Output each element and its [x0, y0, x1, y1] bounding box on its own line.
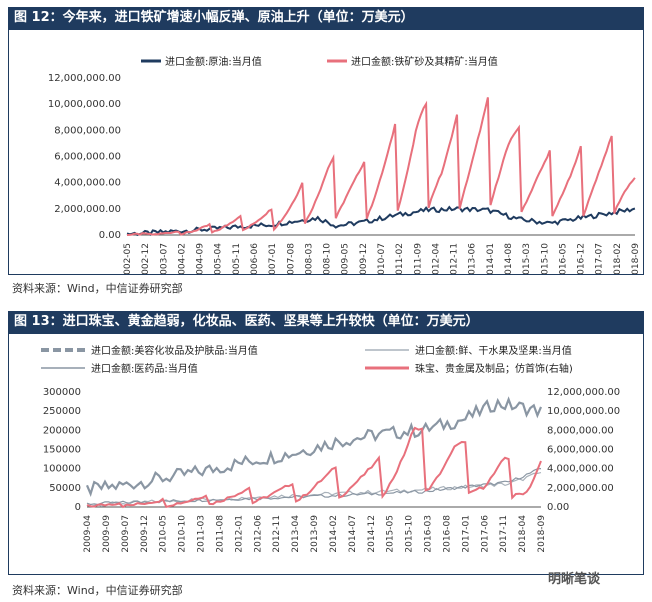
x-tick-label-13: 2009-12 [359, 243, 369, 274]
x-tick-label-18: 2016-03 [424, 515, 434, 553]
x-tick-label-20: 2014-01 [486, 243, 496, 274]
y-right-tick-label-3: 6,000,000.00 [547, 445, 614, 456]
y-tick-label-0: 12,000,000.00 [48, 73, 121, 84]
x-tick-label-10: 2008-03 [304, 243, 314, 274]
y-tick-label-3: 6,000,000.00 [54, 152, 121, 163]
x-tick-label-25: 2016-12 [577, 243, 587, 274]
x-tick-label-6: 2011-03 [197, 515, 207, 553]
y-tick-label-2: 8,000,000.00 [54, 125, 121, 136]
x-tick-label-22: 2017-11 [499, 515, 509, 553]
figure-13-title: 图 13：进口珠宝、黄金趋弱，化妆品、医药、坚果等上升较快（单位：万美元） [8, 311, 644, 333]
x-tick-label-21: 2017-06 [480, 515, 490, 553]
y-right-tick-label-6: 0.00 [547, 502, 569, 513]
x-tick-label-0: 2009-04 [83, 515, 93, 553]
x-tick-label-23: 2018-04 [518, 515, 528, 553]
series-crude-oil [126, 205, 636, 237]
x-tick-label-24: 2018-09 [537, 515, 547, 553]
y-left-tick-label-3: 150000 [43, 445, 81, 456]
y-left-tick-label-1: 250000 [43, 406, 81, 417]
figure-12-title: 图 12：今年来，进口铁矿增速小幅反弹、原油上升（单位：万美元） [8, 7, 644, 29]
x-tick-label-19: 2013-06 [468, 243, 478, 274]
x-tick-label-27: 2018-02 [613, 243, 623, 274]
x-tick-label-3: 2009-12 [140, 515, 150, 553]
x-tick-label-5: 2010-10 [178, 515, 188, 553]
x-tick-label-22: 2015-03 [522, 243, 532, 274]
x-tick-label-0: 2002-05 [123, 243, 133, 274]
x-tick-label-20: 2017-01 [461, 515, 471, 553]
series-fruit-nuts [86, 472, 542, 507]
legend-label-1: 进口金额:铁矿砂及其精矿:当月值 [351, 55, 498, 68]
chart-13: 进口金额:美容化妆品及护肤品:当月值 进口金额:鲜、干水果及坚果:当月值进口金额:… [41, 344, 620, 553]
x-tick-label-14: 2010-07 [377, 243, 387, 274]
y-right-tick-label-0: 12,000,000.00 [547, 387, 620, 398]
x-tick-label-7: 2006-06 [250, 243, 260, 274]
legend-label-2: 进口金额:医药品:当月值 [91, 362, 198, 375]
legend-label-3: 珠宝、贵金属及制品；仿首饰(右轴) [415, 362, 573, 375]
figure-13-frame: 进口金额:美容化妆品及护肤品:当月值 进口金额:鲜、干水果及坚果:当月值进口金额:… [8, 333, 644, 575]
x-tick-label-11: 2008-10 [323, 243, 333, 274]
figure-12-frame: 进口金额:原油:当月值 进口金额:铁矿砂及其精矿:当月值 12,000,000.00… [8, 29, 644, 281]
x-tick-label-14: 2014-07 [348, 515, 358, 553]
x-tick-label-17: 2012-04 [431, 243, 441, 274]
y-left-tick-label-6: 0 [75, 502, 81, 513]
y-left-tick-label-5: 50000 [49, 483, 81, 494]
x-tick-label-6: 2005-11 [232, 243, 242, 274]
y-right-tick-label-1: 10,000,000.00 [547, 406, 620, 417]
chart-12: 进口金额:原油:当月值 进口金额:铁矿砂及其精矿:当月值 12,000,000.00… [48, 55, 641, 281]
x-tick-label-2: 2009-07 [121, 515, 131, 553]
x-tick-label-21: 2014-08 [504, 243, 514, 274]
x-tick-label-15: 2014-12 [367, 515, 377, 553]
x-tick-label-5: 2005-04 [214, 243, 224, 274]
figure-12-source: 资料来源：Wind，中信证券研究部 [12, 282, 183, 295]
x-tick-label-11: 2013-04 [291, 515, 301, 553]
x-tick-label-8: 2007-01 [268, 243, 278, 274]
y-left-tick-label-0: 300000 [43, 387, 81, 398]
x-tick-label-23: 2015-10 [540, 243, 550, 274]
x-tick-label-1: 2009-09 [102, 515, 112, 553]
x-tick-label-10: 2012-11 [272, 515, 282, 553]
x-tick-label-8: 2012-01 [234, 515, 244, 553]
x-tick-label-16: 2015-05 [386, 515, 396, 553]
y-tick-label-6: 0.00 [99, 230, 121, 241]
x-tick-label-4: 2004-09 [196, 243, 206, 274]
legend-label-0: 进口金额:美容化妆品及护肤品:当月值 [91, 344, 258, 357]
x-tick-label-26: 2017-07 [595, 243, 605, 274]
x-tick-label-9: 2012-06 [253, 515, 263, 553]
series-jewelry [86, 426, 542, 509]
x-tick-label-12: 2009-05 [341, 243, 351, 274]
y-tick-label-5: 2,000,000.00 [54, 204, 121, 215]
y-tick-label-1: 10,000,000.00 [48, 99, 121, 110]
x-tick-label-3: 2004-02 [177, 243, 187, 274]
watermark: 明晰笔谈 [548, 572, 601, 587]
x-tick-label-17: 2015-10 [405, 515, 415, 553]
x-tick-label-2: 2003-07 [159, 243, 169, 274]
x-tick-label-9: 2007-08 [286, 243, 296, 274]
y-right-tick-label-4: 4,000,000.00 [547, 464, 614, 475]
x-tick-label-13: 2014-02 [329, 515, 339, 553]
x-tick-label-4: 2010-05 [159, 515, 169, 553]
y-left-tick-label-4: 100000 [43, 464, 81, 475]
x-tick-label-16: 2011-09 [413, 243, 423, 274]
legend-label-1: 进口金额:鲜、干水果及坚果:当月值 [415, 344, 572, 357]
x-tick-label-28: 2018-09 [631, 243, 641, 274]
series-iron-ore [126, 97, 636, 236]
series-cosmetics [85, 396, 543, 498]
legend-label-0: 进口金额:原油:当月值 [165, 55, 262, 68]
x-tick-label-18: 2012-11 [450, 243, 460, 274]
y-right-tick-label-2: 8,000,000.00 [547, 425, 614, 436]
figure-13-source: 资料来源：Wind，中信证券研究部 [12, 584, 183, 597]
x-tick-label-7: 2011-08 [215, 515, 225, 553]
y-left-tick-label-2: 200000 [43, 425, 81, 436]
y-tick-label-4: 4,000,000.00 [54, 178, 121, 189]
x-tick-label-19: 2016-08 [442, 515, 452, 553]
x-tick-label-12: 2013-09 [310, 515, 320, 553]
x-tick-label-1: 2002-12 [141, 243, 151, 274]
y-right-tick-label-5: 2,000,000.00 [547, 483, 614, 494]
x-tick-label-15: 2011-02 [395, 243, 405, 274]
x-tick-label-24: 2016-05 [558, 243, 568, 274]
